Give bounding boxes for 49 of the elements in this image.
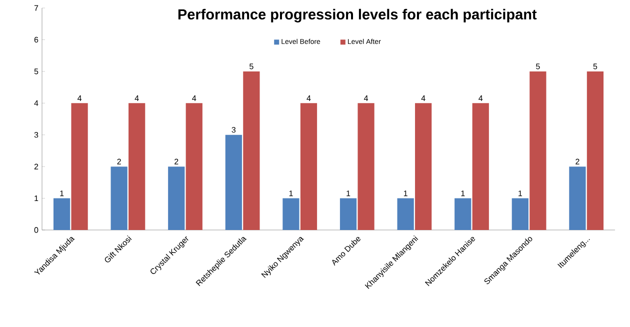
bar bbox=[472, 103, 489, 230]
y-tick-label: 4 bbox=[34, 100, 38, 106]
bar bbox=[397, 198, 414, 230]
bar bbox=[586, 71, 604, 230]
bar bbox=[340, 198, 357, 230]
bar bbox=[530, 71, 546, 230]
bar bbox=[300, 103, 318, 230]
data-label: 4 bbox=[134, 95, 139, 101]
data-label: 4 bbox=[421, 95, 426, 101]
bar bbox=[512, 198, 528, 230]
data-label: 3 bbox=[232, 126, 236, 133]
data-label: 5 bbox=[536, 64, 540, 70]
data-label: 4 bbox=[478, 95, 483, 101]
data-label: 1 bbox=[461, 190, 465, 196]
y-tick-label: 6 bbox=[34, 36, 38, 43]
y-tick-label: 3 bbox=[34, 132, 38, 138]
bar bbox=[282, 198, 300, 230]
bar bbox=[225, 134, 242, 230]
data-label: 2 bbox=[174, 158, 178, 164]
bar bbox=[454, 198, 472, 230]
data-label: 2 bbox=[576, 158, 580, 164]
data-label: 4 bbox=[306, 95, 311, 101]
y-tick-label: 7 bbox=[34, 5, 38, 11]
y-tick-label: 0 bbox=[34, 227, 38, 233]
data-label: 4 bbox=[78, 95, 82, 101]
bar bbox=[186, 103, 202, 230]
y-tick-label: 2 bbox=[34, 164, 38, 170]
data-label: 5 bbox=[250, 64, 254, 70]
bar bbox=[569, 166, 586, 230]
data-label: 1 bbox=[289, 190, 293, 196]
data-label: 5 bbox=[593, 64, 598, 70]
data-label: 4 bbox=[364, 95, 368, 101]
data-label: 1 bbox=[346, 190, 350, 196]
bar bbox=[71, 103, 88, 230]
y-tick-label: 1 bbox=[34, 196, 38, 202]
bar bbox=[358, 103, 374, 230]
bar bbox=[168, 166, 185, 230]
bar bbox=[53, 198, 70, 230]
data-label: 4 bbox=[192, 95, 196, 101]
bar bbox=[128, 103, 146, 230]
data-label: 1 bbox=[60, 190, 64, 196]
data-label: 2 bbox=[117, 158, 121, 164]
data-label: 1 bbox=[404, 190, 408, 196]
bar bbox=[110, 166, 128, 230]
bar bbox=[415, 103, 432, 230]
data-label: 1 bbox=[518, 190, 522, 196]
bar bbox=[243, 71, 260, 230]
chart-title: Performance progression levels for each participant bbox=[178, 8, 537, 22]
y-tick-label: 5 bbox=[34, 68, 38, 74]
